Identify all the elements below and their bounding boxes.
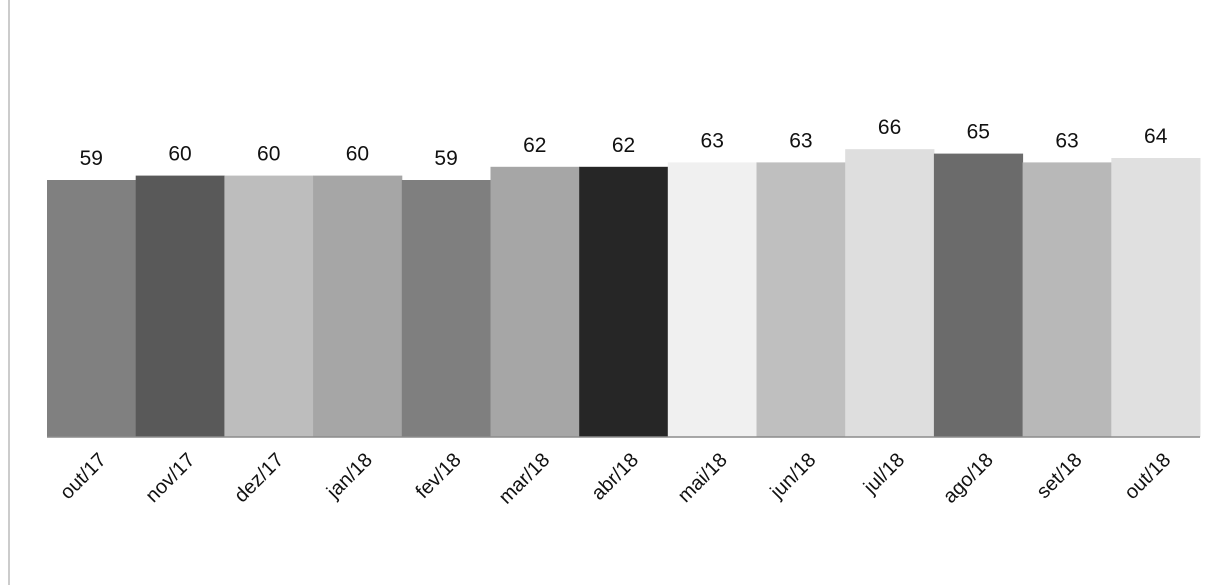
value-labels-group: 59 60 60 60 59 62 62 63 63 66 65 63 64 <box>80 116 1168 170</box>
data-label: 59 <box>434 147 457 170</box>
x-tick-label: jun/18 <box>766 449 821 504</box>
bar-jul-18 <box>845 149 935 437</box>
x-tick-label: dez/17 <box>230 449 288 507</box>
x-tick-label: jan/18 <box>322 449 377 504</box>
bars-group <box>47 149 1201 438</box>
x-tick-label: jul/18 <box>859 449 909 499</box>
data-label: 60 <box>346 143 369 166</box>
x-tick-label: ago/18 <box>939 449 998 508</box>
bar-nov-17 <box>135 175 225 437</box>
data-label: 66 <box>878 116 901 139</box>
x-tick-labels-group: out/17 nov/17 dez/17 jan/18 fev/18 mar/18 abr/… <box>56 449 1175 509</box>
x-tick-label: out/18 <box>1120 449 1175 504</box>
x-tick-label: fev/18 <box>412 449 466 503</box>
data-label: 60 <box>168 143 191 166</box>
data-label: 64 <box>1144 125 1168 148</box>
data-label: 60 <box>257 143 280 166</box>
bar-dez-17 <box>224 175 314 437</box>
bar-out-17 <box>47 180 137 437</box>
x-tick-label: mar/18 <box>495 449 555 509</box>
data-label: 63 <box>789 129 812 152</box>
data-label: 59 <box>80 147 103 170</box>
bar-jan-18 <box>313 175 403 437</box>
data-label: 65 <box>967 121 990 144</box>
bar-jun-18 <box>756 162 846 437</box>
bar-abr-18 <box>579 166 669 438</box>
x-tick-label: abr/18 <box>587 449 643 505</box>
bar-mai-18 <box>667 162 757 437</box>
data-label: 62 <box>612 134 635 157</box>
bar-set-18 <box>1022 162 1112 437</box>
bar-fev-18 <box>401 180 491 437</box>
x-tick-label: set/18 <box>1032 449 1086 503</box>
data-label: 63 <box>1055 129 1078 152</box>
x-tick-label: nov/17 <box>142 449 200 507</box>
data-label: 62 <box>523 134 546 157</box>
x-tick-label: mai/18 <box>674 449 732 507</box>
bar-ago-18 <box>933 153 1024 437</box>
x-tick-label: out/17 <box>56 449 111 504</box>
bar-out-18 <box>1111 158 1201 437</box>
data-label: 63 <box>701 129 724 152</box>
bar-mar-18 <box>490 166 580 438</box>
